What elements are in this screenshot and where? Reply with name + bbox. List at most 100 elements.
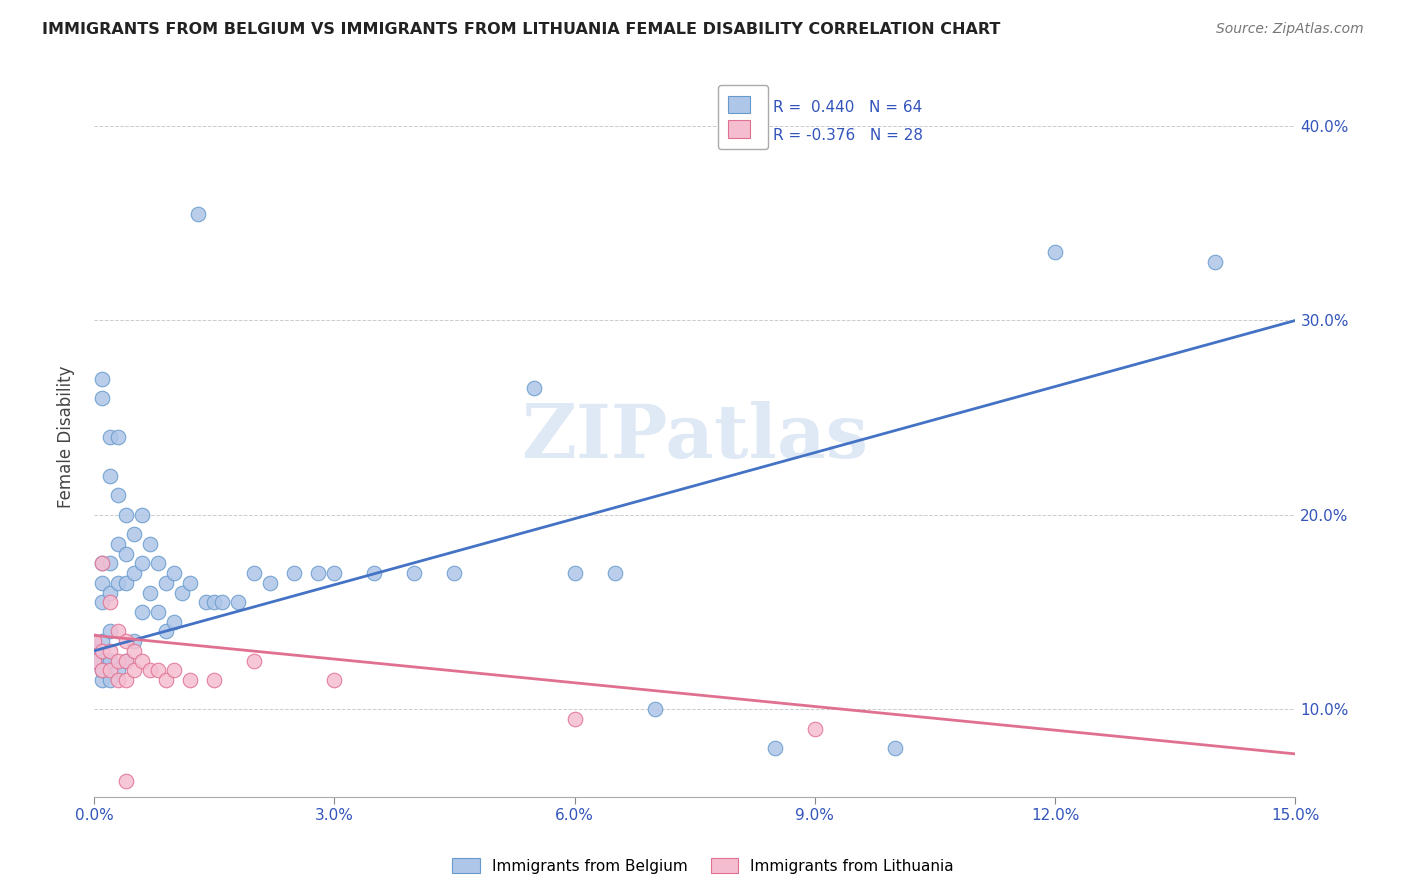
Point bbox=[211, 595, 233, 609]
Point bbox=[155, 673, 177, 687]
Point bbox=[259, 575, 281, 590]
Point bbox=[283, 566, 305, 581]
Point bbox=[98, 469, 121, 483]
Point bbox=[107, 537, 129, 551]
Text: IMMIGRANTS FROM BELGIUM VS IMMIGRANTS FROM LITHUANIA FEMALE DISABILITY CORRELATI: IMMIGRANTS FROM BELGIUM VS IMMIGRANTS FR… bbox=[42, 22, 1001, 37]
Point bbox=[443, 566, 465, 581]
Point bbox=[91, 663, 114, 677]
Point bbox=[107, 654, 129, 668]
Point bbox=[323, 673, 346, 687]
Point bbox=[83, 644, 105, 658]
Point bbox=[98, 430, 121, 444]
Point bbox=[195, 595, 218, 609]
Point bbox=[115, 634, 138, 648]
Point bbox=[363, 566, 385, 581]
Point bbox=[202, 595, 225, 609]
Point bbox=[107, 575, 129, 590]
Point bbox=[107, 673, 129, 687]
Point bbox=[564, 712, 586, 726]
Point bbox=[146, 557, 169, 571]
Point bbox=[307, 566, 329, 581]
Point bbox=[91, 557, 114, 571]
Point bbox=[98, 644, 121, 658]
Point bbox=[404, 566, 426, 581]
Point bbox=[83, 654, 105, 668]
Point bbox=[115, 575, 138, 590]
Point bbox=[139, 663, 162, 677]
Point bbox=[98, 595, 121, 609]
Point bbox=[122, 566, 145, 581]
Point bbox=[523, 381, 546, 395]
Point bbox=[98, 654, 121, 668]
Point bbox=[122, 527, 145, 541]
Point bbox=[107, 488, 129, 502]
Point bbox=[115, 654, 138, 668]
Point bbox=[323, 566, 346, 581]
Point bbox=[115, 654, 138, 668]
Point bbox=[91, 654, 114, 668]
Point bbox=[603, 566, 626, 581]
Text: R =  0.440   N = 64: R = 0.440 N = 64 bbox=[773, 101, 922, 115]
Point bbox=[98, 557, 121, 571]
Point bbox=[115, 673, 138, 687]
Point bbox=[122, 663, 145, 677]
Text: Source: ZipAtlas.com: Source: ZipAtlas.com bbox=[1216, 22, 1364, 37]
Point bbox=[804, 722, 827, 736]
Point bbox=[122, 644, 145, 658]
Point bbox=[644, 702, 666, 716]
Point bbox=[98, 663, 121, 677]
Point bbox=[226, 595, 249, 609]
Point bbox=[202, 673, 225, 687]
Point bbox=[131, 605, 153, 619]
Point bbox=[91, 663, 114, 677]
Point bbox=[91, 644, 114, 658]
Legend: Immigrants from Belgium, Immigrants from Lithuania: Immigrants from Belgium, Immigrants from… bbox=[446, 852, 960, 880]
Point bbox=[91, 391, 114, 405]
Point bbox=[139, 585, 162, 599]
Point bbox=[564, 566, 586, 581]
Point bbox=[115, 508, 138, 522]
Point bbox=[115, 774, 138, 789]
Point bbox=[155, 624, 177, 639]
Point bbox=[83, 654, 105, 668]
Point bbox=[91, 575, 114, 590]
Point bbox=[243, 654, 266, 668]
Point bbox=[139, 537, 162, 551]
Point bbox=[107, 430, 129, 444]
Text: R = -0.376   N = 28: R = -0.376 N = 28 bbox=[773, 128, 922, 143]
Point bbox=[884, 741, 907, 756]
Point bbox=[131, 557, 153, 571]
Point bbox=[91, 595, 114, 609]
Point bbox=[131, 654, 153, 668]
Point bbox=[763, 741, 786, 756]
Point bbox=[243, 566, 266, 581]
Point bbox=[107, 624, 129, 639]
Point bbox=[122, 634, 145, 648]
Point bbox=[1204, 255, 1226, 269]
Point bbox=[163, 566, 186, 581]
Legend: , : , bbox=[717, 85, 768, 149]
Y-axis label: Female Disability: Female Disability bbox=[58, 366, 75, 508]
Point bbox=[146, 605, 169, 619]
Point bbox=[163, 615, 186, 629]
Point bbox=[131, 508, 153, 522]
Point bbox=[146, 663, 169, 677]
Point bbox=[98, 624, 121, 639]
Point bbox=[1043, 245, 1066, 260]
Point bbox=[179, 575, 201, 590]
Point bbox=[91, 557, 114, 571]
Point bbox=[155, 575, 177, 590]
Point bbox=[187, 206, 209, 220]
Text: ZIPatlas: ZIPatlas bbox=[522, 401, 868, 474]
Point bbox=[179, 673, 201, 687]
Point bbox=[107, 663, 129, 677]
Point bbox=[91, 372, 114, 386]
Point bbox=[115, 547, 138, 561]
Point bbox=[163, 663, 186, 677]
Point bbox=[98, 673, 121, 687]
Point bbox=[83, 634, 105, 648]
Point bbox=[91, 673, 114, 687]
Point bbox=[91, 634, 114, 648]
Point bbox=[170, 585, 193, 599]
Point bbox=[98, 585, 121, 599]
